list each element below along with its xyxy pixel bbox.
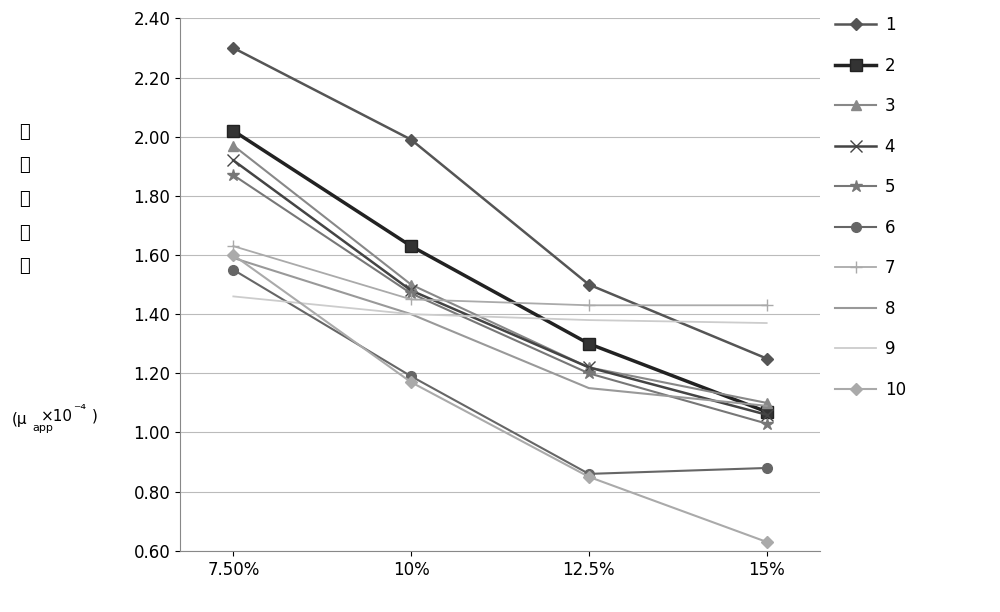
10 [227,252,239,259]
9 [583,316,595,324]
Text: 观: 观 [20,156,30,174]
7 [227,242,239,250]
3 [405,281,417,288]
7 [583,302,595,309]
5 [405,289,417,297]
1 [227,44,239,51]
4 [583,364,595,371]
Line: 5: 5 [227,169,773,430]
6 [761,465,773,472]
5 [583,370,595,377]
1 [761,355,773,362]
6 [405,373,417,380]
Line: 10: 10 [229,251,771,546]
Text: 率: 率 [20,257,30,275]
Line: 4: 4 [228,155,772,420]
Text: ): ) [92,409,98,424]
10 [583,473,595,480]
5 [761,420,773,427]
Text: (μ: (μ [12,412,28,427]
4 [405,287,417,294]
Line: 8: 8 [233,258,767,406]
7 [405,296,417,303]
2 [405,242,417,250]
Text: ⁻⁴: ⁻⁴ [73,403,86,417]
8 [405,310,417,318]
7 [761,302,773,309]
2 [761,408,773,416]
8 [227,254,239,261]
2 [227,127,239,135]
10 [405,378,417,386]
Text: ×10: ×10 [41,409,73,424]
1 [583,281,595,288]
Line: 7: 7 [227,240,773,312]
Text: 移: 移 [20,223,30,242]
9 [761,319,773,327]
4 [761,411,773,419]
3 [761,399,773,406]
6 [227,266,239,274]
Text: app: app [33,424,53,433]
2 [583,340,595,348]
3 [227,142,239,149]
10 [761,539,773,546]
8 [761,402,773,409]
8 [583,384,595,392]
Line: 1: 1 [229,44,771,363]
Line: 2: 2 [228,125,772,417]
Text: 迁: 迁 [20,190,30,208]
Line: 9: 9 [233,296,767,323]
6 [583,470,595,477]
Legend: 1, 2, 3, 4, 5, 6, 7, 8, 9, 10: 1, 2, 3, 4, 5, 6, 7, 8, 9, 10 [835,16,906,398]
1 [405,136,417,143]
9 [405,310,417,318]
Line: 3: 3 [228,141,772,408]
Text: 表: 表 [20,122,30,141]
Line: 6: 6 [228,265,772,479]
4 [227,157,239,164]
9 [227,293,239,300]
5 [227,171,239,179]
3 [583,364,595,371]
